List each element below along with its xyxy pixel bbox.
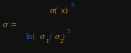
Text: 1: 1 <box>45 39 49 44</box>
Text: 5: 5 <box>70 3 74 8</box>
Text: σ: σ <box>40 33 45 41</box>
Text: x: x <box>61 7 65 15</box>
Text: σ(: σ( <box>50 7 58 15</box>
Text: ): ) <box>65 7 68 15</box>
Text: σ =: σ = <box>3 21 17 29</box>
Text: ): ) <box>61 33 64 41</box>
Text: ln(: ln( <box>26 33 36 41</box>
Text: 2: 2 <box>60 39 63 44</box>
Text: σ: σ <box>54 33 60 41</box>
Text: 5: 5 <box>66 29 70 34</box>
Text: /: / <box>47 33 51 41</box>
